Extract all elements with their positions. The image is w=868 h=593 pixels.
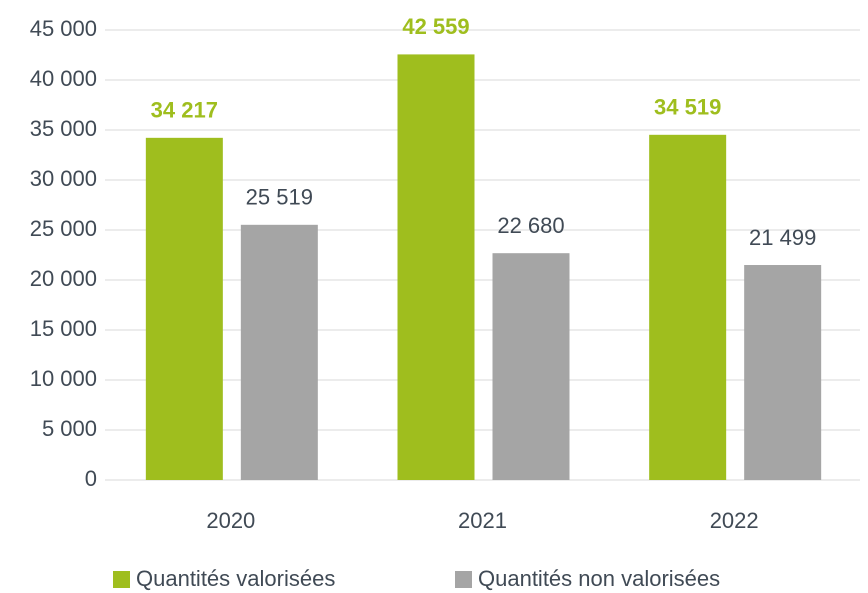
bar	[744, 265, 822, 480]
x-tick-label: 2022	[710, 508, 759, 533]
y-tick-label: 35 000	[30, 116, 97, 141]
legend-label: Quantités valorisées	[136, 566, 335, 591]
y-tick-label: 45 000	[30, 16, 97, 41]
data-label: 34 519	[654, 95, 721, 120]
x-tick-label: 2020	[206, 508, 255, 533]
y-tick-label: 40 000	[30, 66, 97, 91]
legend-swatch	[113, 571, 130, 588]
bar	[145, 137, 223, 480]
data-label: 25 519	[246, 185, 313, 210]
bar	[649, 134, 727, 480]
bar	[492, 253, 570, 480]
legend-swatch	[455, 571, 472, 588]
data-label: 34 217	[151, 98, 218, 123]
legend-label: Quantités non valorisées	[478, 566, 720, 591]
y-tick-label: 5 000	[42, 416, 97, 441]
x-tick-label: 2021	[458, 508, 507, 533]
data-label: 22 680	[497, 213, 564, 238]
y-tick-label: 25 000	[30, 216, 97, 241]
y-tick-label: 20 000	[30, 266, 97, 291]
y-tick-label: 0	[85, 466, 97, 491]
bar	[397, 54, 475, 480]
y-tick-label: 30 000	[30, 166, 97, 191]
y-tick-label: 15 000	[30, 316, 97, 341]
bar	[240, 224, 318, 480]
data-label: 21 499	[749, 225, 816, 250]
y-tick-label: 10 000	[30, 366, 97, 391]
data-label: 42 559	[402, 14, 469, 39]
